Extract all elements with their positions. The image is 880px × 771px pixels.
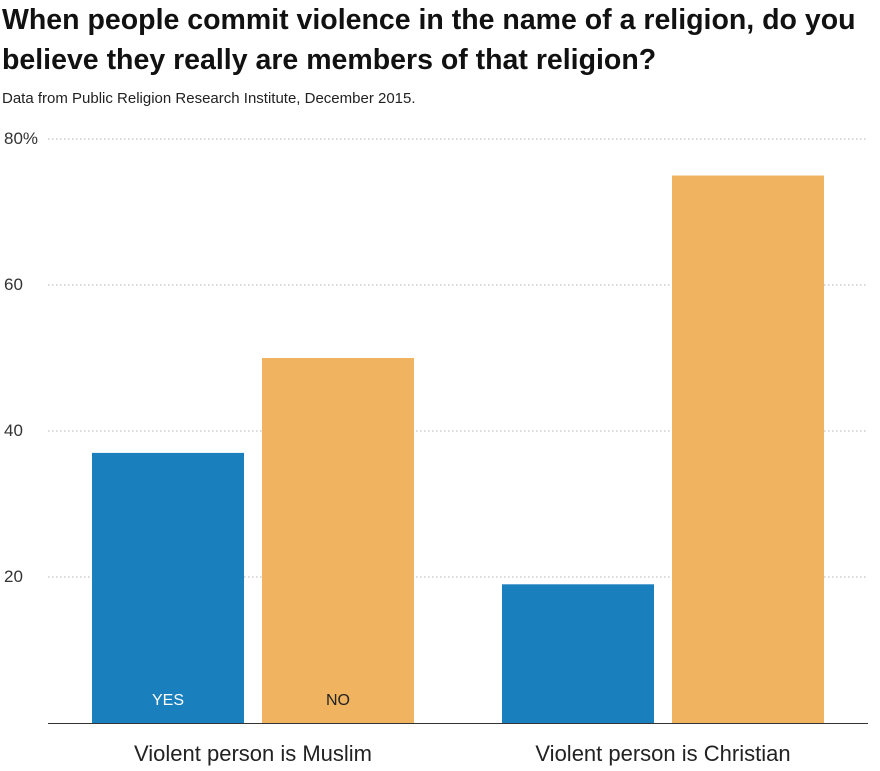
bars [92, 175, 824, 723]
x-category-label: Violent person is Muslim [134, 741, 372, 766]
x-category-label: Violent person is Christian [535, 741, 790, 766]
chart-title: When people commit violence in the name … [2, 4, 856, 76]
y-axis-ticks: 20 40 60 80% [4, 129, 38, 586]
y-tick-label: 20 [4, 567, 23, 586]
y-tick-label: 40 [4, 421, 23, 440]
bar-no [262, 358, 414, 723]
bar-yes [502, 584, 654, 723]
y-tick-label: 60 [4, 275, 23, 294]
series-labels: YES NO [152, 692, 350, 709]
x-axis-labels: Violent person is Muslim Violent person i… [134, 741, 791, 766]
bar-no [672, 175, 824, 723]
bar-yes [92, 452, 244, 723]
series-label-no: NO [326, 692, 350, 709]
y-tick-label: 80% [4, 129, 38, 148]
chart-subtitle: Data from Public Religion Research Insti… [2, 90, 416, 107]
series-label-yes: YES [152, 692, 184, 709]
